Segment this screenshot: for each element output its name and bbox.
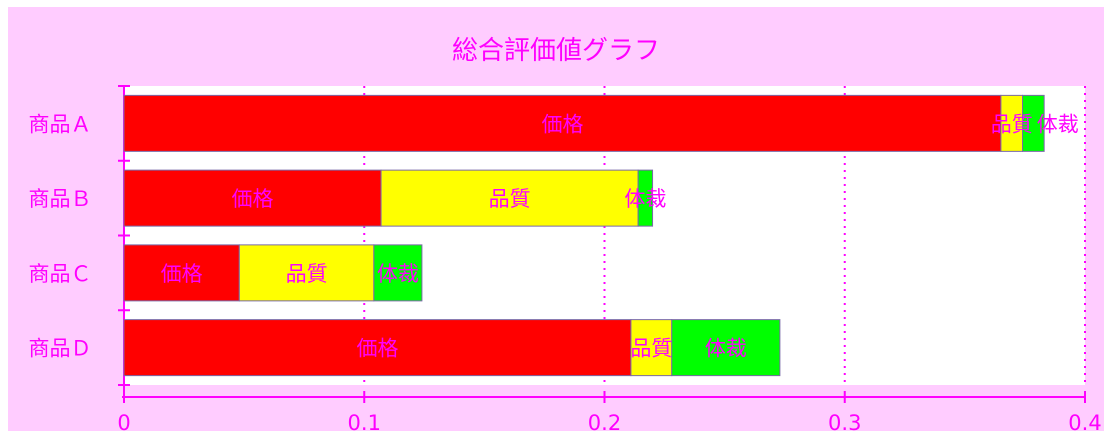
bar-segment xyxy=(671,319,781,377)
bar-segment-label: 品質 xyxy=(991,112,1033,136)
bar-segment-label: 体裁 xyxy=(624,187,666,211)
x-tick-label: 0.4 xyxy=(1068,411,1101,435)
bar-segment xyxy=(630,319,673,377)
bar-segment-label: 品質 xyxy=(489,187,531,211)
bar-segment xyxy=(123,244,240,302)
bar-segment xyxy=(123,169,382,227)
bar-segment-label: 体裁 xyxy=(705,337,747,361)
x-tick-label: 0.3 xyxy=(828,411,861,435)
bar-segment-label: 品質 xyxy=(286,262,328,286)
x-tick-label: 0 xyxy=(117,411,130,435)
bar-segment-label: 体裁 xyxy=(377,262,419,286)
bar-segment-label: 体裁 xyxy=(1037,112,1079,136)
bar-segment-label: 価格 xyxy=(232,187,274,211)
category-label: 商品Ｄ xyxy=(29,337,92,361)
chart-title: 総合評価値グラフ xyxy=(451,36,660,66)
bar-segment-label: 品質 xyxy=(630,337,672,361)
bar-segment xyxy=(637,169,654,227)
bar-segment xyxy=(123,319,632,377)
bar-segment xyxy=(123,94,1002,152)
bar-segment-label: 価格 xyxy=(356,337,398,361)
bar-segment-label: 価格 xyxy=(541,112,583,136)
x-tick-label: 0.1 xyxy=(348,411,381,435)
bar-segment xyxy=(380,169,639,227)
bar-segment xyxy=(373,244,423,302)
category-label: 商品Ａ xyxy=(29,112,92,136)
category-label: 商品Ｂ xyxy=(29,187,92,211)
bar-segment xyxy=(238,244,375,302)
bar-segment xyxy=(1022,94,1045,152)
x-tick-label: 0.2 xyxy=(588,411,621,435)
category-label: 商品Ｃ xyxy=(29,262,92,286)
bar-segment-label: 価格 xyxy=(161,262,203,286)
